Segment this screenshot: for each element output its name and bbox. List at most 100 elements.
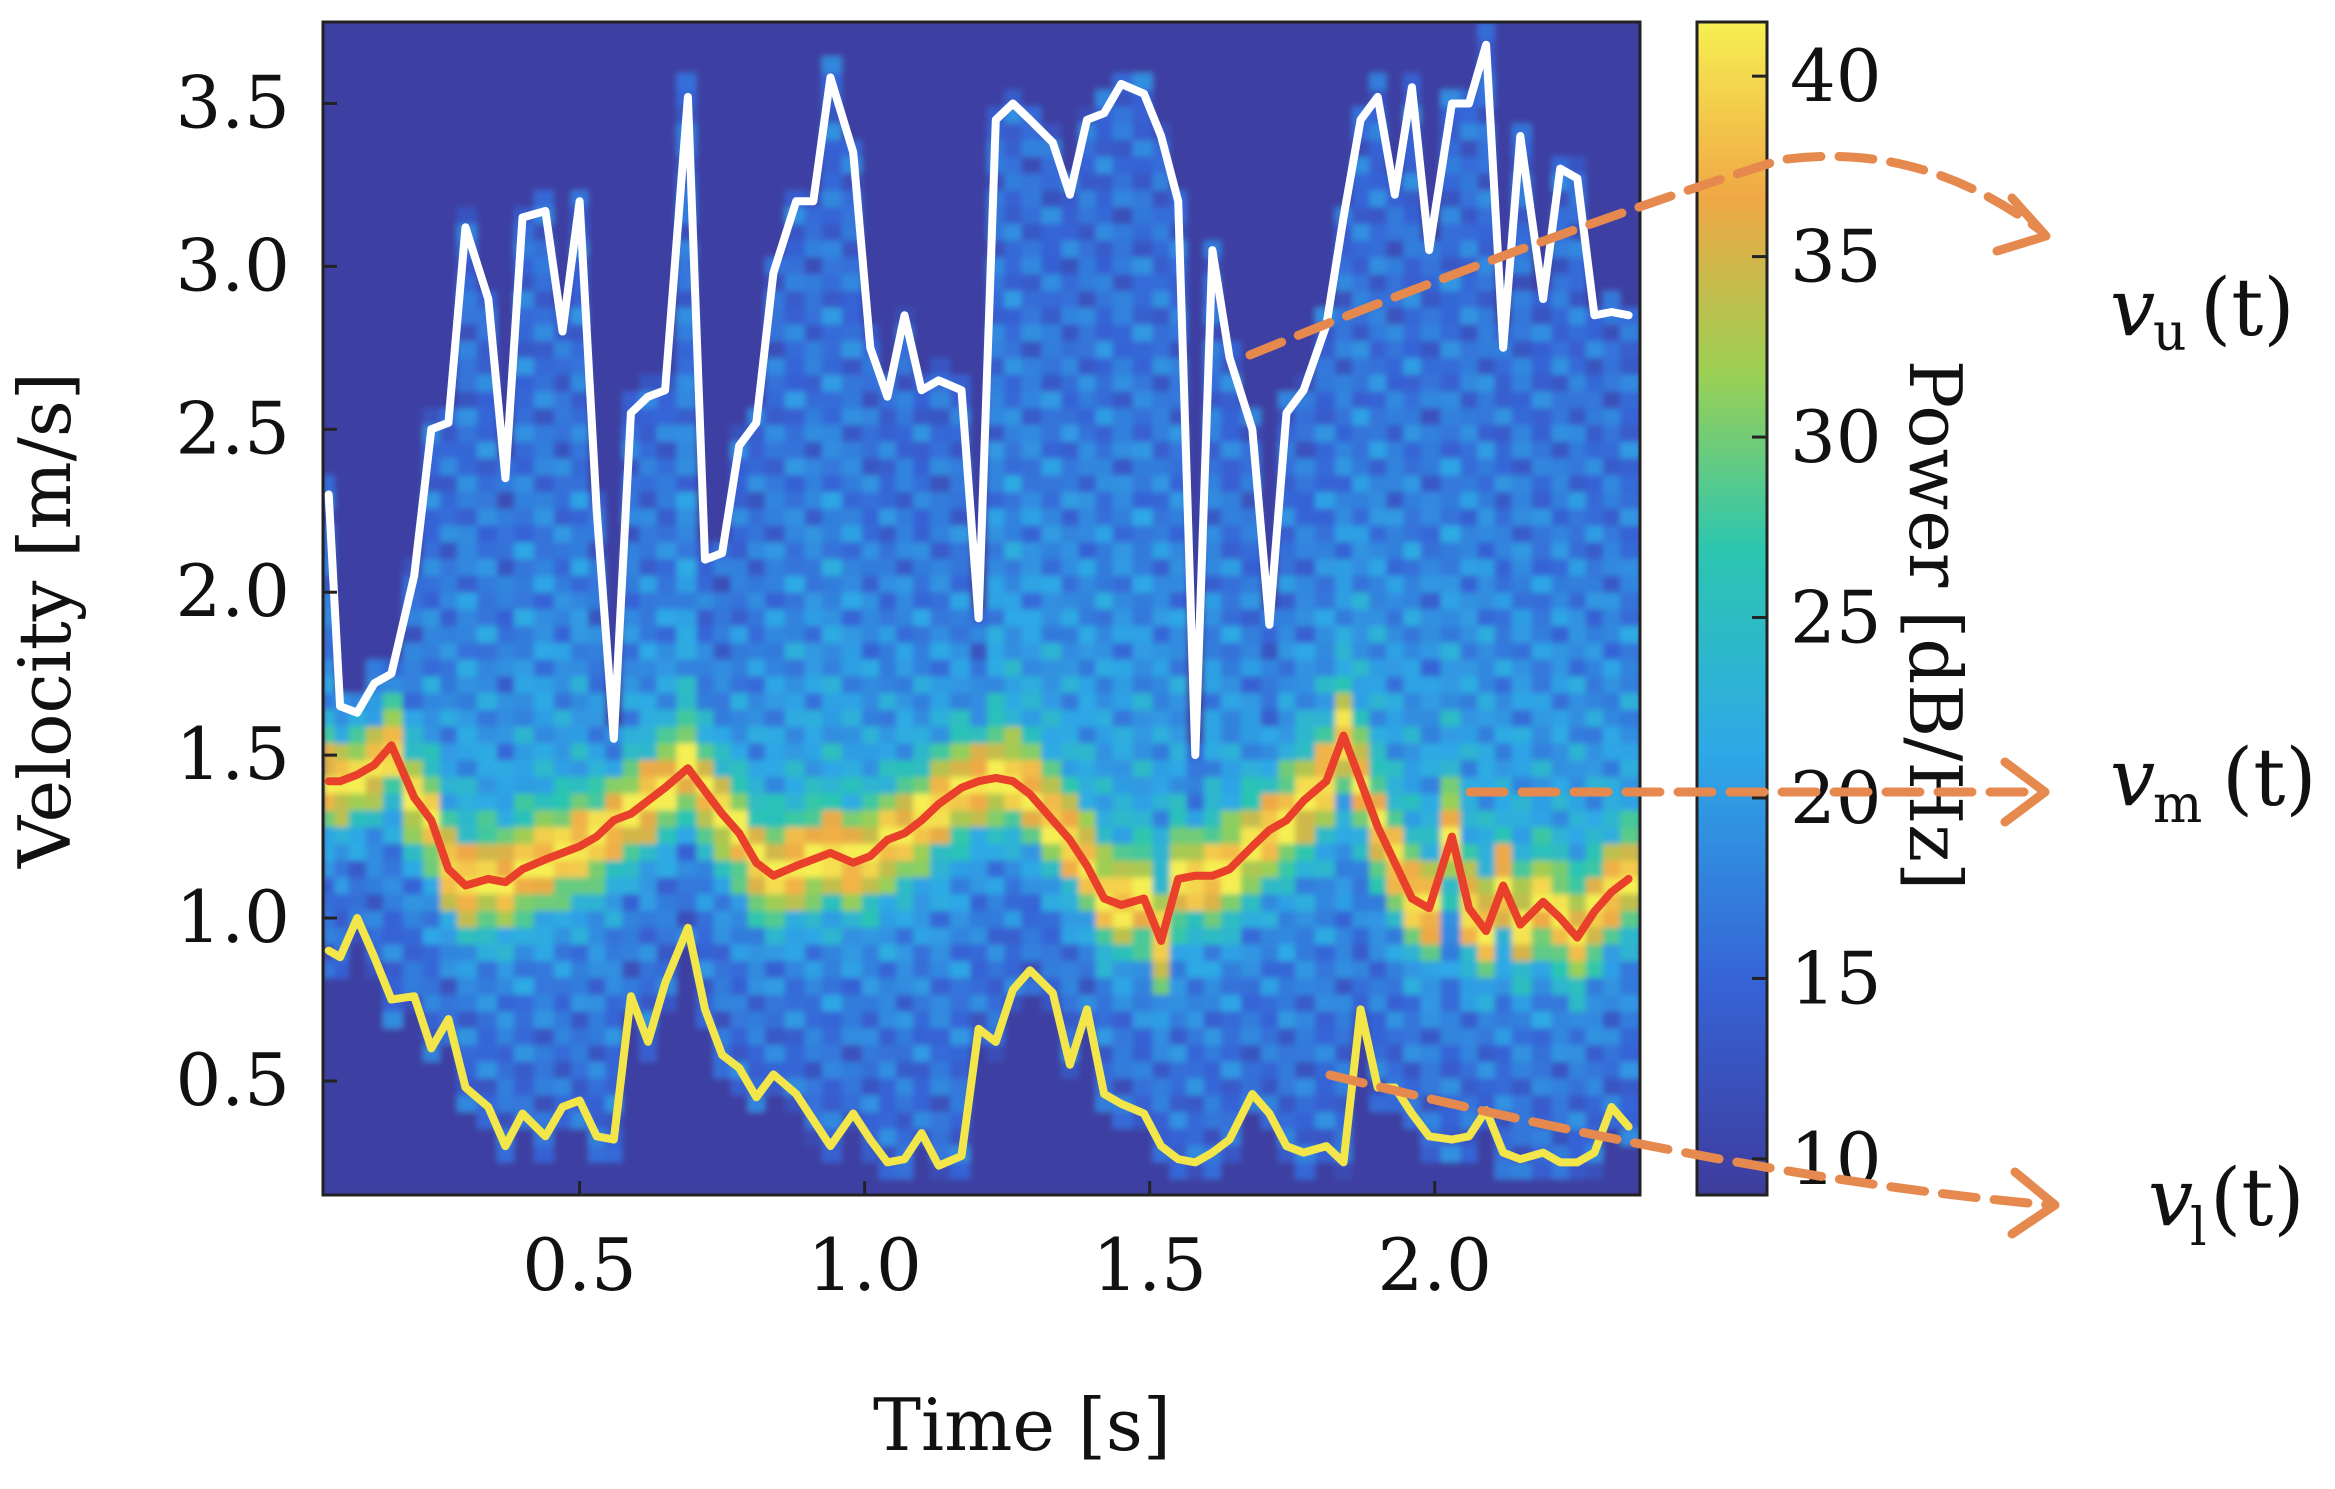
heatmap-cell — [861, 558, 880, 576]
heatmap-cell — [804, 625, 823, 643]
heatmap-cell — [334, 72, 350, 90]
heatmap-cell — [1460, 625, 1479, 643]
heatmap-cell — [1295, 926, 1316, 945]
heatmap-cell — [1186, 943, 1205, 962]
heatmap-cell — [1403, 843, 1422, 861]
heatmap-cell — [334, 759, 350, 777]
heatmap-cell — [1061, 206, 1080, 224]
heatmap-cell — [1240, 591, 1262, 610]
heatmap-cell — [514, 156, 535, 174]
heatmap-cell — [804, 910, 823, 928]
heatmap-cell — [1041, 457, 1063, 476]
heatmap-cell — [1531, 55, 1553, 74]
heatmap-cell — [747, 977, 766, 995]
heatmap-cell — [1494, 72, 1513, 90]
heatmap-cell — [696, 826, 715, 844]
heatmap-cell — [987, 642, 1006, 660]
heatmap-cell — [1061, 22, 1080, 40]
heatmap-cell — [622, 960, 641, 978]
heatmap-cell — [1021, 625, 1043, 643]
heatmap-cell — [1335, 826, 1353, 844]
heatmap-cell — [950, 826, 971, 844]
heatmap-cell — [553, 625, 572, 643]
heatmap-cell — [784, 1144, 806, 1163]
heatmap-cell — [476, 658, 498, 677]
heatmap-cell — [1494, 826, 1513, 844]
heatmap-cell — [639, 172, 658, 191]
heatmap-cell — [1004, 1111, 1023, 1129]
heatmap-cell — [1295, 55, 1316, 74]
heatmap-cell — [639, 575, 658, 593]
heatmap-cell — [878, 323, 897, 342]
heatmap-cell — [639, 508, 658, 526]
heatmap-cell — [1352, 290, 1370, 308]
heatmap-cell — [1511, 1161, 1533, 1180]
heatmap-cell — [1403, 440, 1422, 459]
heatmap-cell — [841, 256, 863, 275]
heatmap-cell — [622, 759, 641, 777]
heatmap-cell — [1585, 72, 1604, 90]
heatmap-cell — [841, 591, 863, 610]
heatmap-cell — [1041, 239, 1063, 258]
heatmap-cell — [402, 390, 424, 409]
heatmap-cell — [402, 474, 424, 492]
heatmap-cell — [1477, 541, 1496, 560]
heatmap-cell — [656, 826, 678, 844]
heatmap-cell — [1568, 960, 1587, 978]
heatmap-cell — [605, 273, 624, 291]
heatmap-cell — [1203, 792, 1222, 811]
heatmap-cell — [1386, 692, 1405, 710]
heatmap-cell — [1369, 508, 1388, 526]
heatmap-cell — [896, 72, 914, 90]
heatmap-cell — [950, 993, 971, 1012]
heatmap-cell — [382, 1178, 404, 1195]
heatmap-cell — [1315, 960, 1336, 978]
heatmap-cell — [713, 776, 732, 794]
heatmap-cell — [896, 1077, 914, 1096]
heatmap-cell — [588, 55, 606, 74]
heatmap-cell — [1420, 139, 1442, 157]
heatmap-cell — [656, 575, 678, 593]
heatmap-cell — [1477, 390, 1496, 409]
heatmap-cell — [841, 876, 863, 895]
heatmap-cell — [861, 809, 880, 828]
heatmap-cell — [1511, 658, 1533, 677]
heatmap-cell — [639, 55, 658, 74]
heatmap-cell — [382, 692, 404, 710]
heatmap-cell — [496, 508, 515, 526]
heatmap-cell — [1477, 759, 1496, 777]
heatmap-cell — [1420, 390, 1442, 409]
heatmap-cell — [1494, 1077, 1513, 1096]
heatmap-cell — [1335, 876, 1353, 895]
heatmap-cell — [676, 491, 698, 509]
heatmap-cell — [365, 893, 384, 911]
heatmap-cell — [1078, 926, 1097, 945]
heatmap-cell — [730, 206, 749, 224]
heatmap-cell — [439, 273, 458, 291]
heatmap-cell — [1203, 943, 1222, 962]
heatmap-cell — [553, 189, 572, 208]
heatmap-cell — [730, 893, 749, 911]
heatmap-cell — [439, 608, 458, 627]
heatmap-cell — [476, 893, 498, 911]
heatmap-cell — [784, 876, 806, 895]
heatmap-cell — [1240, 1144, 1262, 1163]
heatmap-cell — [747, 122, 766, 141]
heatmap-cell — [533, 759, 555, 777]
heatmap-cell — [553, 709, 572, 727]
heatmap-cell — [987, 943, 1006, 962]
heatmap-cell — [439, 1144, 458, 1163]
heatmap-cell — [1278, 658, 1296, 677]
heatmap-cell — [533, 625, 555, 643]
heatmap-cell — [1169, 759, 1188, 777]
heatmap-cell — [656, 843, 678, 861]
heatmap-cell — [1511, 1060, 1533, 1079]
heatmap-cell — [1132, 306, 1154, 325]
heatmap-cell — [730, 1027, 749, 1045]
heatmap-cell — [1278, 139, 1296, 157]
heatmap-cell — [1112, 105, 1134, 124]
heatmap-cell — [1203, 658, 1222, 677]
heatmap-cell — [639, 826, 658, 844]
heatmap-cell — [1551, 105, 1570, 124]
heatmap-cell — [553, 742, 572, 761]
